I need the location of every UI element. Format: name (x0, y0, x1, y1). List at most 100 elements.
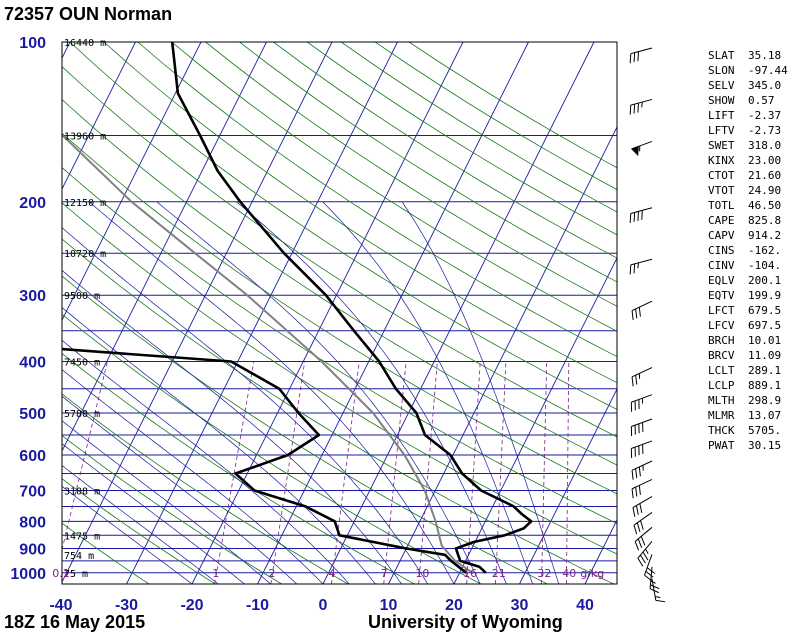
pressure-label: 100 (19, 35, 46, 52)
barb-full (637, 211, 639, 221)
barb-staff (630, 258, 653, 266)
index-value: 46.50 (748, 199, 782, 212)
parcel-path (62, 133, 474, 574)
index-value: 35.18 (748, 49, 782, 62)
height-label: 3108 m (64, 487, 100, 498)
pressure-label: 1000 (10, 566, 46, 583)
barb-staff (630, 207, 653, 214)
wind-barb (631, 367, 653, 387)
temperature-label: -20 (180, 597, 203, 614)
index-row: LFCT 679.5 (708, 303, 794, 318)
index-row: MLTH 298.9 (708, 393, 794, 408)
index-value: 10.01 (748, 334, 782, 347)
barb-full (634, 447, 636, 457)
pressure-label: 900 (19, 541, 46, 558)
barb-full (638, 423, 640, 434)
isotherm-line (0, 42, 5, 584)
barb-full (642, 551, 649, 561)
barb-staff (631, 140, 653, 150)
barb-full (629, 264, 632, 275)
barb-full (642, 444, 644, 454)
mixing-ratio-line (495, 361, 507, 584)
barb-full (637, 103, 639, 113)
barb-full (631, 470, 634, 480)
dry-adiabat (103, 42, 617, 384)
index-value: 289.1 (748, 364, 782, 377)
dry-adiabat (62, 202, 617, 555)
dry-adiabat (62, 98, 617, 466)
index-row: BRCH 10.01 (708, 333, 794, 348)
index-value: 825.8 (748, 214, 782, 227)
index-row: THCK 5705. (708, 423, 794, 438)
barb-full (631, 488, 634, 499)
mixing-ratio-label: 10 (415, 567, 429, 580)
temperature-label: 30 (511, 597, 529, 614)
index-row: LCLT 289.1 (708, 363, 794, 378)
index-value: -104. (748, 259, 782, 272)
index-name: LCLT (708, 364, 735, 377)
data-source: University of Wyoming (368, 612, 563, 632)
index-row: SELV 345.0 (708, 78, 794, 93)
barb-full (637, 538, 643, 548)
index-name: SLON (708, 64, 735, 77)
index-name: VTOT (708, 184, 735, 197)
wind-barb (631, 460, 653, 480)
barb-full (633, 524, 638, 535)
index-value: 11.09 (748, 349, 782, 362)
dry-adiabat (62, 522, 150, 584)
height-label: 754 m (64, 551, 94, 562)
index-name: MLMR (708, 409, 735, 422)
dry-adiabat (62, 167, 617, 525)
index-value: 21.60 (748, 169, 782, 182)
temperature-label: 40 (576, 597, 594, 614)
height-label: 1475 m (64, 531, 100, 542)
pressure-label: 800 (19, 514, 46, 531)
barb-full (637, 557, 644, 567)
barb-full (649, 588, 659, 594)
mixing-ratio-label: 21 (492, 567, 506, 580)
temperature-label: -30 (115, 597, 138, 614)
barb-staff (644, 554, 653, 576)
wind-barb (631, 140, 653, 157)
index-value: -2.73 (748, 124, 782, 137)
wind-barb (629, 207, 653, 223)
wind-barb (630, 394, 653, 412)
mixing-ratio-line (418, 361, 438, 584)
wind-barb (644, 554, 655, 582)
barb-full (635, 505, 639, 515)
wind-barb (634, 526, 653, 551)
index-name: CAPV (708, 229, 735, 242)
barb-full (638, 399, 640, 409)
mixing-ratio-line (270, 361, 306, 584)
mixing-ratio-label: 4 (329, 567, 336, 580)
index-row: CTOT 21.60 (708, 168, 794, 183)
barb-full (630, 402, 633, 412)
dry-adiabat (62, 275, 548, 584)
mixing-ratio-label: g/kg (580, 567, 604, 580)
dry-adiabat (62, 435, 282, 584)
moist-adiabat (62, 465, 219, 584)
barb-staff (630, 47, 653, 55)
index-name: MLTH (708, 394, 735, 407)
index-name: LFCT (708, 304, 735, 317)
dry-adiabat (62, 66, 617, 438)
barb-half (641, 101, 643, 108)
index-value: 0.57 (748, 94, 775, 107)
moist-adiabat (156, 201, 481, 584)
index-name: CAPE (708, 214, 735, 227)
index-row: PWAT 30.15 (708, 438, 794, 453)
mixing-ratio-label: 7 (381, 567, 388, 580)
moist-adiabat (88, 201, 455, 584)
index-value: 23.00 (748, 154, 782, 167)
barb-full (635, 468, 638, 479)
wind-barb (632, 496, 653, 517)
barb-full (640, 554, 646, 564)
index-name: TOTL (708, 199, 735, 212)
index-row: CINS -162. (708, 243, 794, 258)
temperature-label: 10 (380, 597, 398, 614)
barb-full (633, 263, 636, 274)
wind-barb (637, 540, 653, 567)
moist-adiabat (62, 395, 298, 584)
wind-barb (633, 512, 653, 535)
index-row: CAPE 825.8 (708, 213, 794, 228)
